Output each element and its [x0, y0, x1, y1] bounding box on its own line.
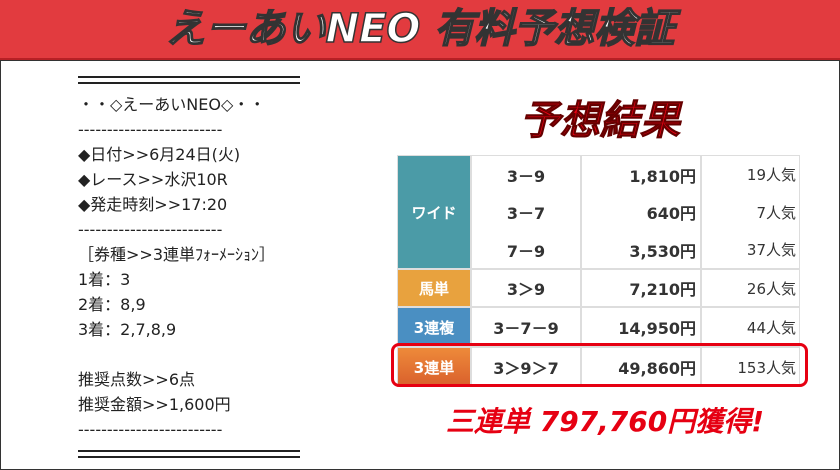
prediction-line: 推奨金額>>1,600円: [78, 395, 231, 414]
footer-text: 三連単 797,760円獲得!: [445, 405, 765, 438]
prediction-line: -------------------------: [78, 420, 223, 439]
double-rule: [78, 450, 300, 458]
bet-type: 3連単: [397, 347, 471, 387]
prediction-line: ◆発走時刻>>17:20: [78, 195, 228, 214]
prediction-line: 推奨点数>>6点: [78, 370, 195, 389]
prediction-line: ・・◇えーあいNEO◇・・: [78, 95, 266, 114]
combination: 7－9: [471, 231, 581, 269]
popularity: 7人気: [701, 193, 800, 231]
bet-type: ワイド: [397, 155, 471, 269]
combination: 3－7－9: [471, 307, 581, 347]
payout: 7,210円: [581, 269, 701, 307]
prediction-line: ［券種>>3連単ﾌｫｰﾒｰｼｮﾝ］: [78, 245, 275, 264]
popularity: 37人気: [701, 231, 800, 269]
popularity: 19人気: [701, 155, 800, 193]
prediction: ・・◇えーあいNEO◇・・ ------------------------- ◆日…: [78, 76, 300, 458]
popularity: 26人気: [701, 269, 800, 307]
double-rule: [78, 76, 300, 84]
header-band: [0, 0, 840, 60]
prediction-line: ◆日付>>6月24日(火): [78, 145, 241, 164]
prediction-line: 2着：8,9: [78, 295, 146, 314]
header-title: えーあいNEO 有料予想検証: [165, 5, 675, 53]
bet-type: 馬単: [397, 269, 471, 307]
combination: 3－7: [471, 193, 581, 231]
prediction-line: 1着：3: [78, 270, 131, 289]
spacer: [78, 342, 300, 367]
combination: 3＞9: [471, 269, 581, 307]
payout: 14,950円: [581, 307, 701, 347]
result-title: 予想結果: [520, 98, 681, 145]
highlight-box: [391, 343, 808, 387]
bet-type: 3連複: [397, 307, 471, 347]
prediction-line: -------------------------: [78, 220, 223, 239]
prediction-line: -------------------------: [78, 120, 223, 139]
combination: 3－9: [471, 155, 581, 193]
popularity: 44人気: [701, 307, 800, 347]
payout: 1,810円: [581, 155, 701, 193]
prediction-line: 3着：2,7,8,9: [78, 320, 177, 339]
prediction-line: ◆レース>>水沢10R: [78, 170, 228, 189]
payout: 640円: [581, 193, 701, 231]
payout: 3,530円: [581, 231, 701, 269]
